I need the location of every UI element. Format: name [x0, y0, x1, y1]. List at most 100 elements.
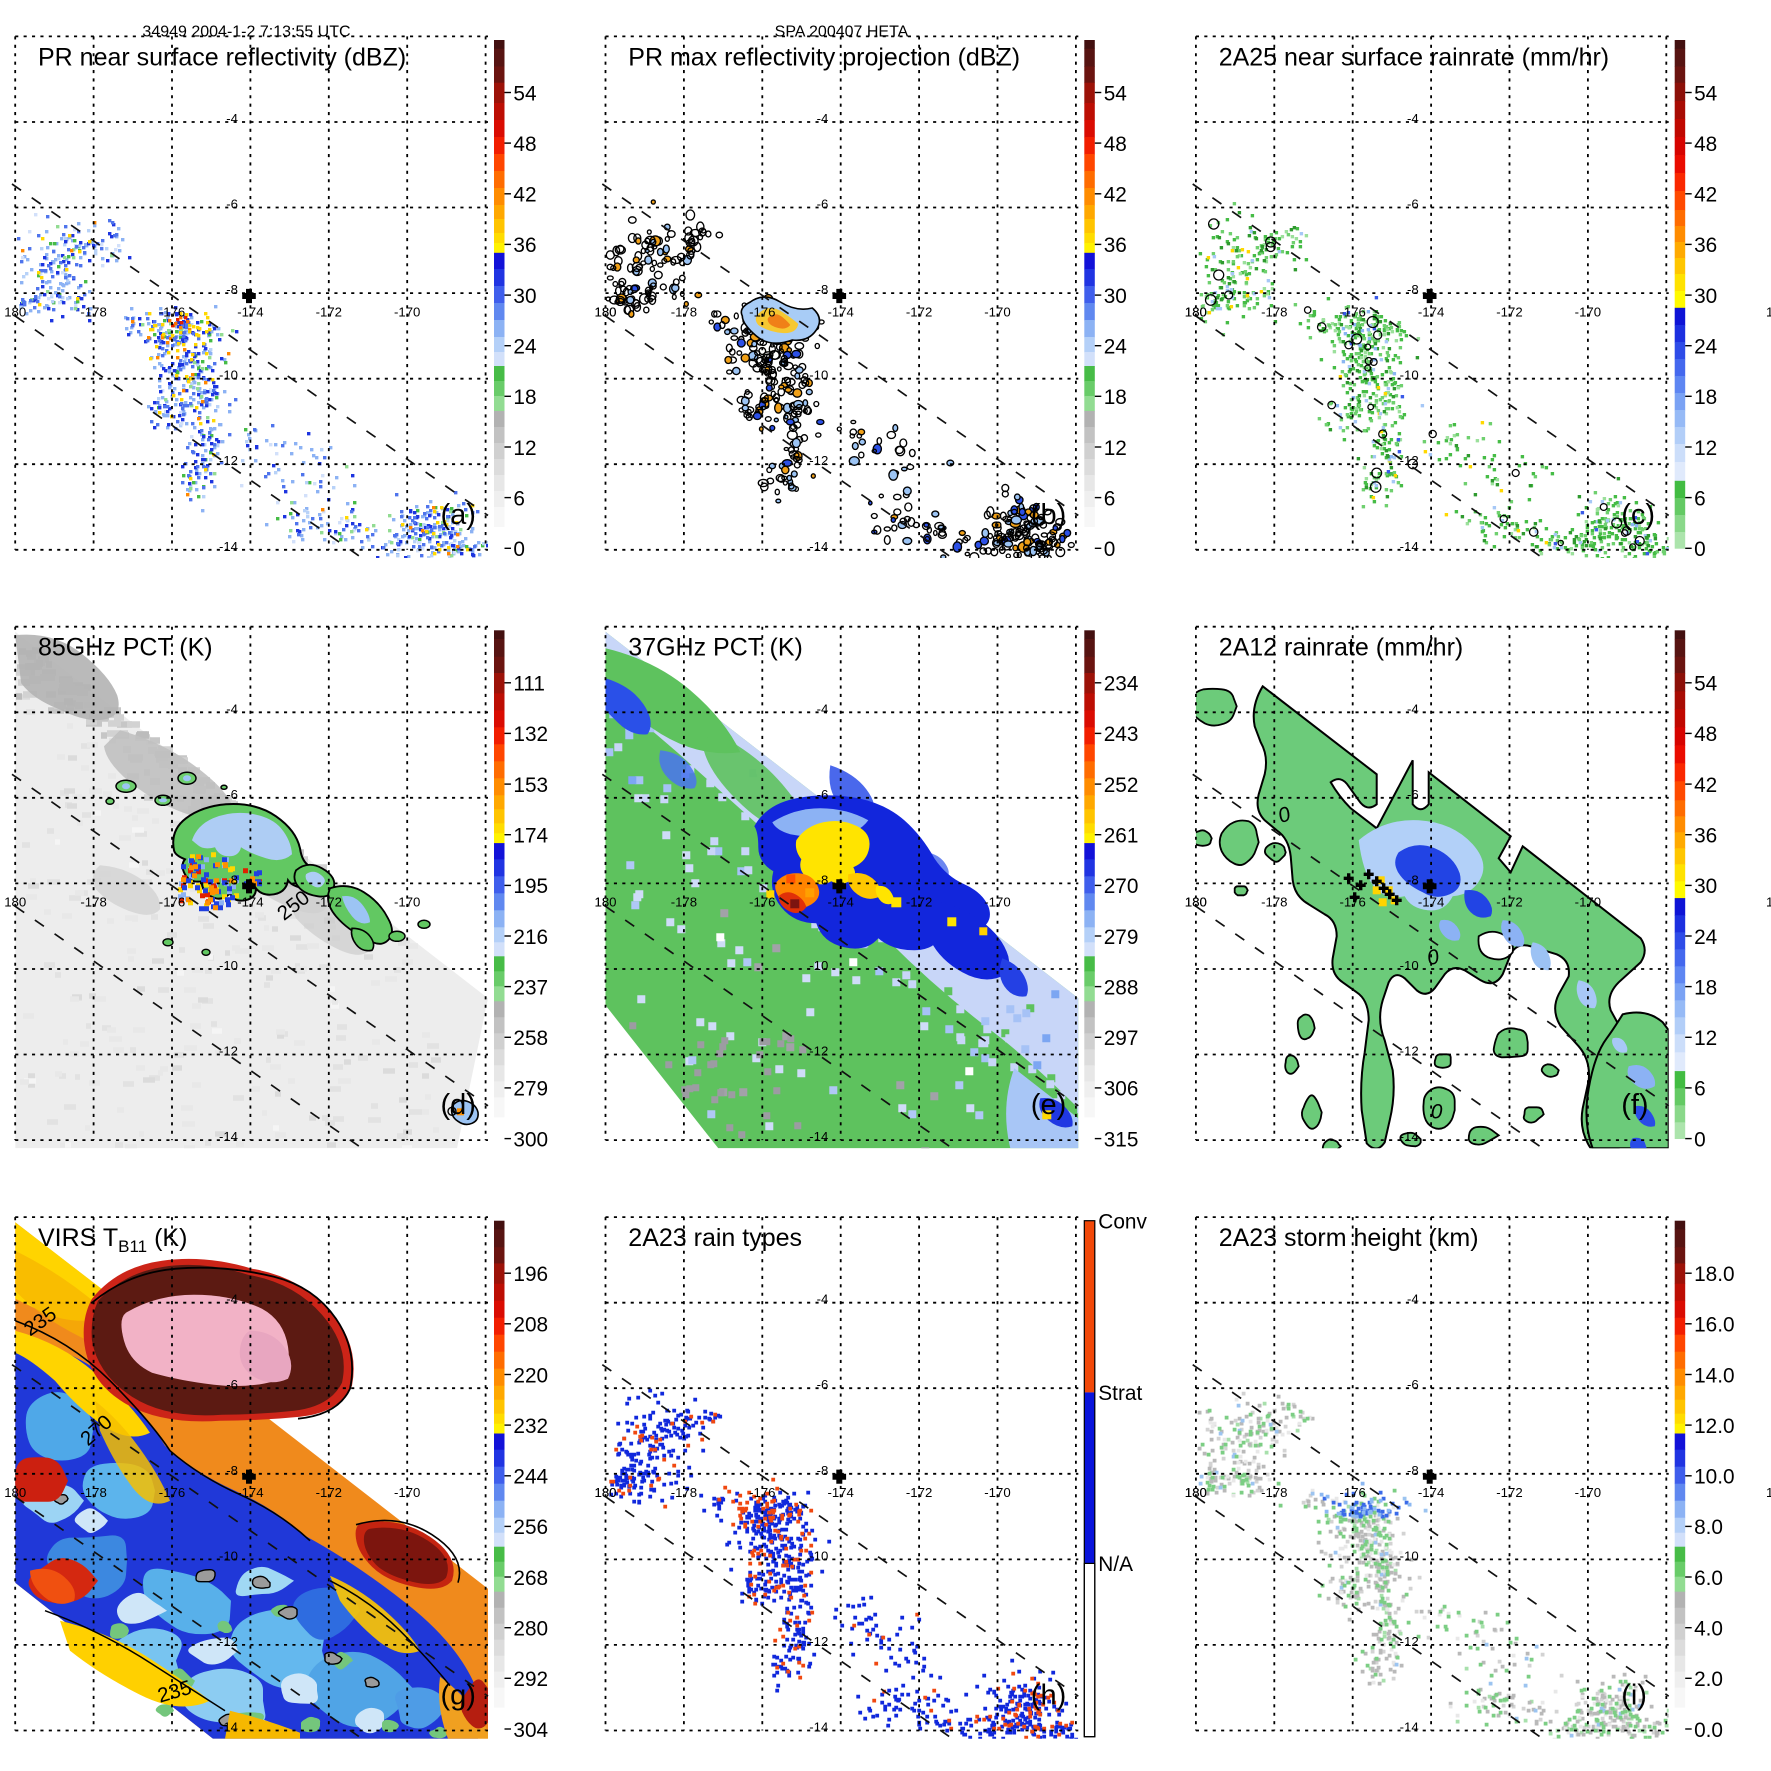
svg-text:36: 36: [1694, 234, 1717, 257]
svg-text:-4: -4: [817, 111, 829, 126]
svg-text:-4: -4: [226, 111, 238, 126]
svg-text:24: 24: [513, 336, 536, 359]
svg-text:-8: -8: [1407, 1463, 1419, 1478]
svg-text:PR near surface reflectivity (: PR near surface reflectivity (dBZ): [38, 43, 406, 71]
svg-text:-10: -10: [219, 368, 238, 383]
svg-text:288: 288: [1104, 976, 1139, 999]
svg-text:(d): (d): [441, 1089, 476, 1121]
svg-text:-178: -178: [80, 1485, 106, 1500]
svg-text:0: 0: [1694, 538, 1706, 561]
svg-text:-178: -178: [1261, 304, 1287, 319]
svg-text:261: 261: [1104, 825, 1139, 848]
svg-text:SPA 200407 HETA: SPA 200407 HETA: [775, 24, 909, 41]
svg-text:232: 232: [513, 1415, 548, 1438]
svg-text:180: 180: [4, 304, 26, 319]
svg-text:-10: -10: [1400, 368, 1419, 383]
svg-text:-174: -174: [1418, 895, 1444, 910]
svg-text:1: 1: [1766, 1485, 1771, 1500]
svg-text:48: 48: [1694, 133, 1717, 156]
svg-text:0: 0: [513, 538, 525, 561]
svg-text:-10: -10: [809, 368, 828, 383]
svg-text:-174: -174: [827, 895, 853, 910]
svg-text:(g): (g): [441, 1680, 476, 1712]
svg-text:292: 292: [513, 1668, 548, 1691]
svg-text:36: 36: [1104, 234, 1127, 257]
svg-text:0: 0: [1431, 1100, 1443, 1123]
svg-text:180: 180: [1185, 1485, 1207, 1500]
svg-text:54: 54: [1694, 673, 1717, 696]
svg-text:(a): (a): [441, 499, 476, 531]
svg-text:18: 18: [1694, 976, 1717, 999]
svg-text:-6: -6: [1407, 1377, 1419, 1392]
svg-text:-174: -174: [237, 895, 263, 910]
svg-text:280: 280: [513, 1618, 548, 1641]
svg-text:297: 297: [1104, 1027, 1139, 1050]
svg-text:-170: -170: [1575, 895, 1601, 910]
svg-text:-176: -176: [749, 895, 775, 910]
svg-text:-4: -4: [817, 701, 829, 716]
svg-text:-170: -170: [394, 304, 420, 319]
svg-text:-14: -14: [1400, 1129, 1419, 1144]
svg-text:PR max reflectivity projection: PR max reflectivity projection (dBZ): [628, 43, 1020, 71]
svg-text:8.0: 8.0: [1694, 1516, 1723, 1539]
svg-text:0.0: 0.0: [1694, 1719, 1723, 1742]
svg-text:36: 36: [513, 234, 536, 257]
svg-text:180: 180: [594, 1485, 616, 1500]
svg-text:244: 244: [513, 1466, 548, 1489]
svg-text:258: 258: [513, 1027, 548, 1050]
svg-text:-176: -176: [159, 1485, 185, 1500]
svg-text:-170: -170: [984, 1485, 1010, 1500]
svg-text:-10: -10: [809, 958, 828, 973]
svg-text:-176: -176: [159, 895, 185, 910]
svg-text:-172: -172: [1496, 895, 1522, 910]
svg-text:54: 54: [1104, 82, 1127, 105]
svg-text:-176: -176: [749, 1485, 775, 1500]
svg-text:-12: -12: [809, 1044, 828, 1059]
svg-text:-4: -4: [1407, 1292, 1419, 1307]
svg-text:-12: -12: [809, 453, 828, 468]
svg-text:-4: -4: [817, 1292, 829, 1307]
svg-text:-170: -170: [394, 1485, 420, 1500]
svg-text:-8: -8: [817, 1463, 829, 1478]
svg-text:-6: -6: [1407, 787, 1419, 802]
svg-text:174: 174: [513, 825, 548, 848]
svg-text:-8: -8: [817, 282, 829, 297]
svg-text:VIRS TB11 (K): VIRS TB11 (K): [38, 1224, 187, 1256]
svg-text:-178: -178: [80, 895, 106, 910]
svg-text:18: 18: [1104, 386, 1127, 409]
svg-text:-6: -6: [226, 787, 238, 802]
svg-text:195: 195: [513, 875, 548, 898]
svg-text:180: 180: [594, 895, 616, 910]
svg-text:37GHz PCT (K): 37GHz PCT (K): [628, 634, 803, 662]
svg-text:(h): (h): [1031, 1680, 1066, 1712]
svg-text:1: 1: [1766, 304, 1771, 319]
svg-text:24: 24: [1694, 336, 1717, 359]
svg-text:-14: -14: [809, 539, 828, 554]
svg-text:-12: -12: [219, 1044, 238, 1059]
svg-text:-178: -178: [1261, 1485, 1287, 1500]
svg-text:-14: -14: [219, 1129, 238, 1144]
svg-text:4.0: 4.0: [1694, 1618, 1723, 1641]
svg-text:12: 12: [1694, 1027, 1717, 1050]
svg-text:-6: -6: [226, 1377, 238, 1392]
svg-text:-14: -14: [1400, 1720, 1419, 1735]
svg-text:-8: -8: [1407, 872, 1419, 887]
svg-text:(i): (i): [1621, 1680, 1647, 1712]
svg-text:-8: -8: [226, 282, 238, 297]
svg-text:6: 6: [1694, 487, 1706, 510]
svg-text:-12: -12: [1400, 453, 1419, 468]
svg-text:-4: -4: [226, 1292, 238, 1307]
svg-text:196: 196: [513, 1263, 548, 1286]
svg-text:42: 42: [513, 184, 536, 207]
svg-text:42: 42: [1104, 184, 1127, 207]
svg-text:180: 180: [594, 304, 616, 319]
svg-text:-174: -174: [237, 304, 263, 319]
svg-text:-176: -176: [1339, 1485, 1365, 1500]
svg-text:-14: -14: [1400, 539, 1419, 554]
svg-text:-6: -6: [817, 787, 829, 802]
svg-text:Strat: Strat: [1098, 1382, 1142, 1405]
svg-text:12: 12: [1104, 437, 1127, 460]
svg-text:180: 180: [1185, 304, 1207, 319]
svg-text:180: 180: [4, 1485, 26, 1500]
svg-text:-10: -10: [1400, 958, 1419, 973]
